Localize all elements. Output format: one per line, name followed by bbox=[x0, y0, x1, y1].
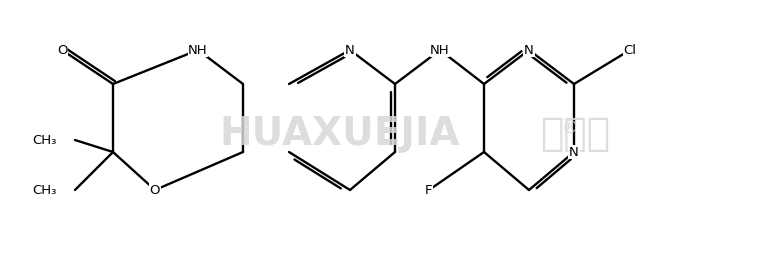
Text: NH: NH bbox=[188, 44, 208, 56]
Text: HUAXUEJIA: HUAXUEJIA bbox=[220, 115, 460, 153]
Text: O: O bbox=[150, 183, 160, 196]
Text: Cl: Cl bbox=[623, 44, 637, 56]
Text: N: N bbox=[345, 44, 355, 56]
Text: NH: NH bbox=[430, 44, 450, 56]
Text: O: O bbox=[56, 44, 67, 56]
Text: N: N bbox=[524, 44, 534, 56]
Text: CH₃: CH₃ bbox=[33, 183, 57, 196]
Text: F: F bbox=[425, 183, 433, 196]
Text: CH₃: CH₃ bbox=[33, 133, 57, 147]
Text: N: N bbox=[569, 146, 579, 158]
Text: 化学加: 化学加 bbox=[540, 115, 610, 153]
Text: ®: ® bbox=[562, 119, 579, 137]
